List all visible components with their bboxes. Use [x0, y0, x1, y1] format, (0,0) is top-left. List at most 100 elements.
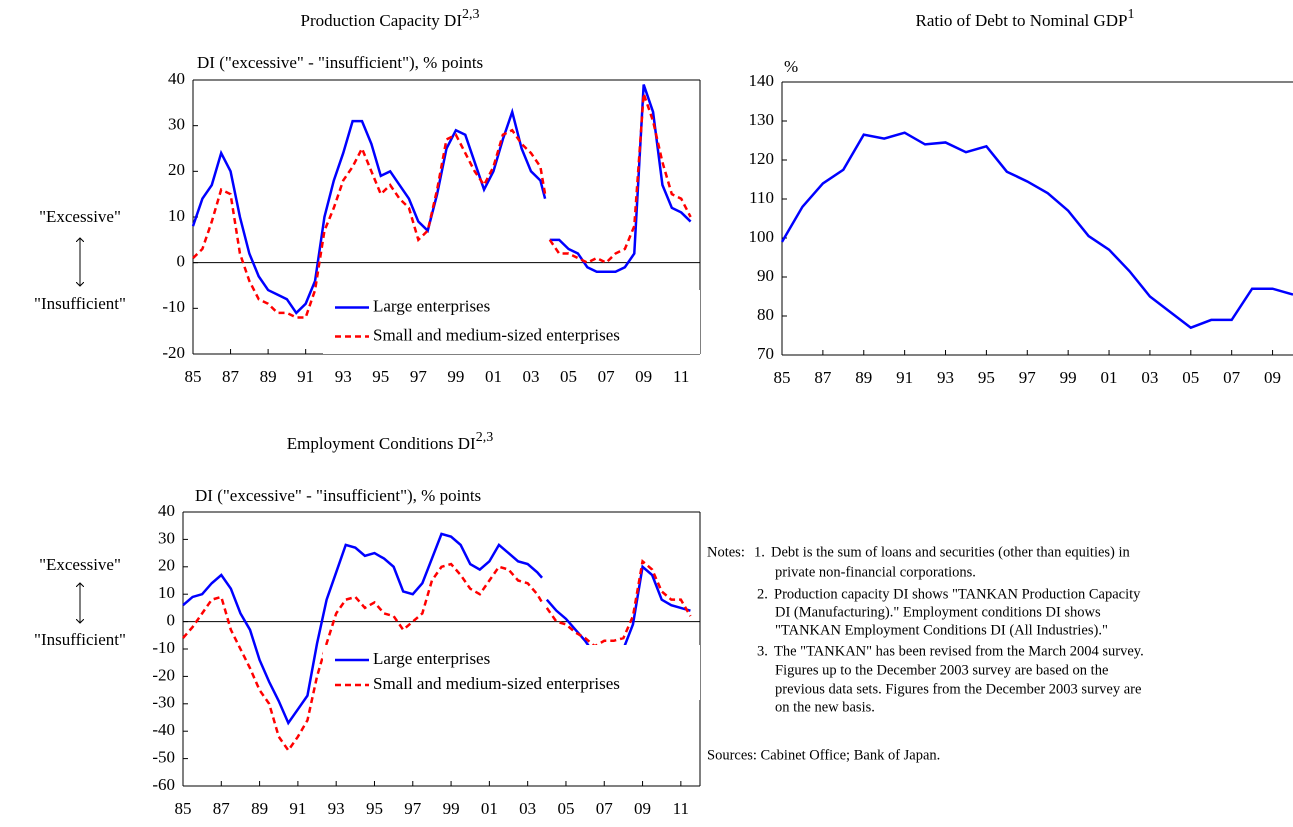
x-tick-label: 91 [896, 368, 913, 387]
y-tick-label: 10 [168, 206, 185, 225]
x-tick-label: 09 [634, 799, 651, 818]
note-line: Production capacity DI shows "TANKAN Pro… [774, 586, 1141, 602]
note-line: private non-financial corporations. [775, 564, 976, 580]
x-tick-label: 97 [410, 367, 428, 386]
y-tick-label: 20 [168, 160, 185, 179]
x-tick-label: 01 [485, 367, 502, 386]
chart-title: Ratio of Debt to Nominal GDP1 [915, 7, 1134, 30]
x-tick-label: 05 [560, 367, 577, 386]
series-line [191, 84, 692, 315]
x-tick-label: 85 [175, 799, 192, 818]
title-superscript: 1 [1128, 7, 1135, 22]
title-superscript: 2,3 [462, 7, 480, 22]
y-tick-label: 80 [757, 305, 774, 324]
x-tick-label: 05 [1182, 368, 1199, 387]
x-tick-label: 85 [774, 368, 791, 387]
note-line: Debt is the sum of loans and securities … [771, 544, 1131, 560]
note-line: Figures up to the December 2003 survey a… [775, 662, 1108, 678]
y-tick-label: -10 [162, 297, 185, 316]
note-number: 3. [757, 643, 768, 659]
x-tick-label: 95 [372, 367, 389, 386]
annotation: "Insufficient" [34, 294, 126, 313]
x-tick-label: 85 [185, 367, 202, 386]
x-tick-label: 99 [443, 799, 460, 818]
note-line: "TANKAN Employment Conditions DI (All In… [775, 622, 1108, 638]
y-tick-label: 130 [749, 110, 775, 129]
note-line: on the new basis. [775, 699, 875, 715]
note-number: 1. [754, 544, 765, 560]
note-line: DI (Manufacturing)." Employment conditio… [775, 604, 1101, 620]
x-tick-label: 89 [855, 368, 872, 387]
sources: Sources: Cabinet Office; Bank of Japan. [707, 747, 940, 763]
x-tick-label: 11 [673, 799, 689, 818]
x-tick-label: 97 [1019, 368, 1037, 387]
y-tick-label: -30 [152, 693, 175, 712]
title-text: Production Capacity DI [301, 11, 463, 30]
y-tick-label: 110 [749, 188, 774, 207]
y-tick-label: 30 [158, 528, 175, 547]
y-tick-label: 30 [168, 115, 185, 134]
notes-label: Notes: [707, 544, 745, 560]
y-tick-label: 40 [158, 501, 175, 520]
x-tick-label: 89 [251, 799, 268, 818]
x-tick-label: 03 [519, 799, 536, 818]
x-tick-label: 01 [481, 799, 498, 818]
x-tick-label: 89 [260, 367, 277, 386]
legend-box [323, 645, 700, 700]
y-tick-label: -40 [152, 720, 175, 739]
annotation: "Excessive" [39, 207, 121, 226]
x-tick-label: 91 [297, 367, 314, 386]
title-text: Ratio of Debt to Nominal GDP [915, 11, 1127, 30]
y-tick-label: 140 [749, 71, 775, 90]
y-tick-label: -10 [152, 638, 175, 657]
x-tick-label: 87 [222, 367, 240, 386]
legend-label: Small and medium-sized enterprises [373, 674, 620, 693]
legend-label: Small and medium-sized enterprises [373, 325, 620, 344]
note-line: The "TANKAN" has been revised from the M… [774, 643, 1144, 659]
y-tick-label: 20 [158, 556, 175, 575]
x-tick-label: 03 [523, 367, 540, 386]
chart-title: Employment Conditions DI2,3 [287, 430, 493, 453]
x-tick-label: 97 [404, 799, 422, 818]
y-tick-label: 120 [749, 149, 775, 168]
x-tick-label: 95 [366, 799, 383, 818]
series-line [182, 558, 692, 753]
x-tick-label: 87 [213, 799, 231, 818]
y-tick-label: -20 [162, 343, 185, 362]
legend-box [323, 290, 700, 354]
y-tick-label: 0 [167, 611, 176, 630]
y-tick-label: -50 [152, 748, 175, 767]
x-tick-label: 07 [596, 799, 614, 818]
y-tick-label: 10 [158, 583, 175, 602]
x-tick-label: 07 [1223, 368, 1241, 387]
y-axis-label: DI ("excessive" - "insufficient"), % poi… [195, 486, 481, 505]
legend-label: Large enterprises [373, 649, 490, 668]
x-tick-label: 09 [635, 367, 652, 386]
y-tick-label: 100 [749, 227, 775, 246]
y-axis-label: % [784, 57, 798, 76]
x-tick-label: 93 [335, 367, 352, 386]
y-tick-label: 70 [757, 344, 774, 363]
y-axis-label: DI ("excessive" - "insufficient"), % poi… [197, 53, 483, 72]
legend-label: Large enterprises [373, 296, 490, 315]
x-tick-label: 07 [598, 367, 616, 386]
x-tick-label: 95 [978, 368, 995, 387]
annotation: "Excessive" [39, 555, 121, 574]
x-tick-label: 05 [557, 799, 574, 818]
series-line [192, 93, 692, 319]
chart-title: Production Capacity DI2,3 [301, 7, 480, 30]
x-tick-label: 03 [1141, 368, 1158, 387]
x-tick-label: 99 [447, 367, 464, 386]
x-tick-label: 09 [1264, 368, 1281, 387]
x-tick-label: 93 [328, 799, 345, 818]
title-superscript: 2,3 [476, 430, 494, 445]
annotation: "Insufficient" [34, 630, 126, 649]
x-tick-label: 99 [1060, 368, 1077, 387]
x-tick-label: 87 [814, 368, 832, 387]
note-line: previous data sets. Figures from the Dec… [775, 681, 1141, 697]
y-tick-label: -60 [152, 775, 175, 794]
y-tick-label: 90 [757, 266, 774, 285]
y-tick-label: 40 [168, 69, 185, 88]
x-tick-label: 93 [937, 368, 954, 387]
